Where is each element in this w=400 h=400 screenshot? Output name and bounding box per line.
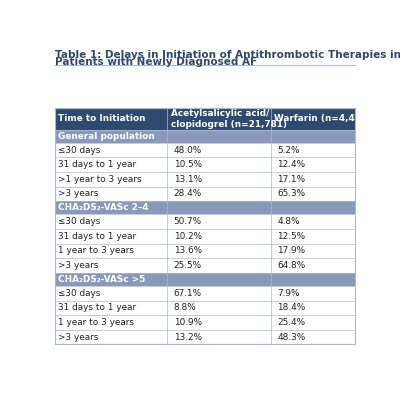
- Bar: [55, 108, 355, 130]
- Text: 31 days to 1 year: 31 days to 1 year: [58, 160, 136, 169]
- Text: ≤30 days: ≤30 days: [58, 146, 100, 154]
- Text: 4.8%: 4.8%: [277, 217, 300, 226]
- Text: 28.4%: 28.4%: [174, 190, 202, 198]
- Text: 12.4%: 12.4%: [277, 160, 306, 169]
- Text: ≤30 days: ≤30 days: [58, 217, 100, 226]
- Bar: [55, 229, 355, 244]
- Bar: [55, 330, 355, 344]
- Bar: [55, 201, 355, 214]
- Text: 18.4%: 18.4%: [277, 303, 306, 312]
- Text: 65.3%: 65.3%: [277, 190, 306, 198]
- Text: 31 days to 1 year: 31 days to 1 year: [58, 232, 136, 241]
- Text: Table 1: Delays in Initiation of Antithrombotic Therapies in: Table 1: Delays in Initiation of Antithr…: [55, 50, 400, 60]
- Text: 1 year to 3 years: 1 year to 3 years: [58, 318, 134, 327]
- Text: 25.5%: 25.5%: [174, 261, 202, 270]
- Text: 50.7%: 50.7%: [174, 217, 202, 226]
- Text: 48.3%: 48.3%: [277, 333, 306, 342]
- Text: 17.9%: 17.9%: [277, 246, 306, 255]
- Text: 67.1%: 67.1%: [174, 289, 202, 298]
- Bar: [55, 108, 355, 344]
- Text: 25.4%: 25.4%: [277, 318, 306, 327]
- Text: 48.0%: 48.0%: [174, 146, 202, 154]
- Text: 64.8%: 64.8%: [277, 261, 306, 270]
- Bar: [55, 258, 355, 273]
- Text: >3 years: >3 years: [58, 190, 98, 198]
- Text: >3 years: >3 years: [58, 261, 98, 270]
- Text: 17.1%: 17.1%: [277, 175, 306, 184]
- Text: 13.1%: 13.1%: [174, 175, 202, 184]
- Bar: [55, 286, 355, 300]
- Bar: [55, 273, 355, 286]
- Text: Acetylsalicylic acid/
clopidogrel (n=21,781): Acetylsalicylic acid/ clopidogrel (n=21,…: [170, 109, 286, 129]
- Text: Patients with Newly Diagnosed AF: Patients with Newly Diagnosed AF: [55, 57, 257, 67]
- Bar: [55, 315, 355, 330]
- Bar: [55, 130, 355, 143]
- Bar: [55, 186, 355, 201]
- Bar: [55, 172, 355, 186]
- Text: >1 year to 3 years: >1 year to 3 years: [58, 175, 141, 184]
- Text: 8.8%: 8.8%: [174, 303, 196, 312]
- Bar: [55, 300, 355, 315]
- Text: 13.2%: 13.2%: [174, 333, 202, 342]
- Text: CHA₂DS₂-VASc >5: CHA₂DS₂-VASc >5: [58, 275, 145, 284]
- Bar: [55, 143, 355, 157]
- Text: >3 years: >3 years: [58, 333, 98, 342]
- Text: 13.6%: 13.6%: [174, 246, 202, 255]
- Text: 10.9%: 10.9%: [174, 318, 202, 327]
- Text: 5.2%: 5.2%: [277, 146, 300, 154]
- Text: 31 days to 1 year: 31 days to 1 year: [58, 303, 136, 312]
- Text: ≤30 days: ≤30 days: [58, 289, 100, 298]
- Text: 1 year to 3 years: 1 year to 3 years: [58, 246, 134, 255]
- Text: 12.5%: 12.5%: [277, 232, 306, 241]
- Text: 10.2%: 10.2%: [174, 232, 202, 241]
- Text: Time to Initiation: Time to Initiation: [58, 114, 145, 123]
- Bar: [55, 244, 355, 258]
- Text: General population: General population: [58, 132, 154, 141]
- Text: 7.9%: 7.9%: [277, 289, 300, 298]
- Text: 10.5%: 10.5%: [174, 160, 202, 169]
- Text: CHA₂DS₂-VASc 2–4: CHA₂DS₂-VASc 2–4: [58, 203, 148, 212]
- Text: Warfarin (n=4,408): Warfarin (n=4,408): [274, 114, 371, 123]
- Bar: [55, 157, 355, 172]
- Bar: [55, 214, 355, 229]
